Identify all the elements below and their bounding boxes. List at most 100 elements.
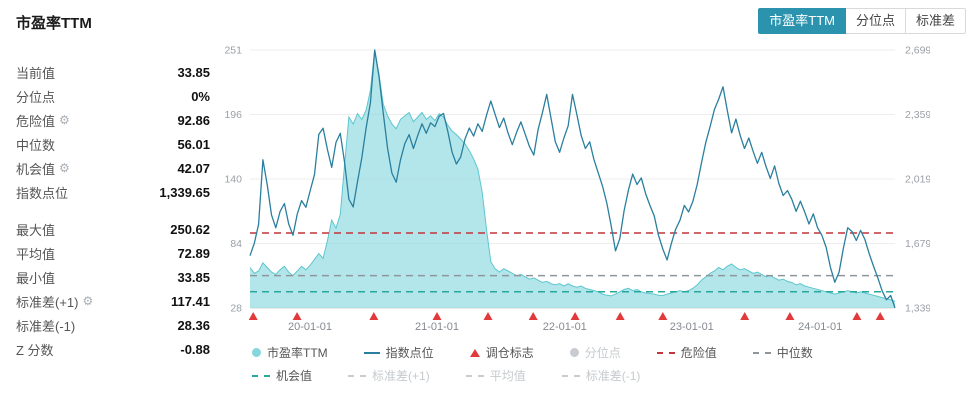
rebalance-marker (570, 312, 580, 320)
tab-pe-ttm[interactable]: 市盈率TTM (758, 8, 846, 34)
left-axis-label: 84 (230, 238, 242, 250)
stat-label: 机会值 (16, 161, 56, 177)
stat-label: 指数点位 (16, 185, 69, 201)
legend-std-plus1[interactable]: 标准差(+1) (348, 367, 430, 384)
tab-percentile[interactable]: 分位点 (844, 8, 906, 34)
stat-label: 中位数 (16, 137, 56, 153)
right-axis-label: 1,679 (905, 238, 930, 250)
stats-primary: 当前值 33.85 分位点 0% 危险值 ⚙ 92.86 中位数 56.01 机会值 ⚙ 42.07 指… (16, 60, 210, 204)
legend-opportunity-value[interactable]: 机会值 (252, 367, 312, 384)
right-axis-label: 2,019 (905, 174, 930, 186)
chart-legend: 市盈率TTM 指数点位 调仓标志 分位点 危险值 中位数机会值 标准差(+1) 平均值 标准差(… (252, 344, 962, 384)
left-axis-label: 140 (224, 174, 242, 186)
stat-label: 标准差(+1) (16, 294, 79, 310)
metric-tabs: 市盈率TTM 分位点 标准差 (758, 8, 966, 34)
gear-icon[interactable]: ⚙ (82, 294, 94, 308)
rebalance-marker (852, 312, 862, 320)
rebalance-marker (875, 312, 885, 320)
legend-label: 机会值 (276, 369, 313, 383)
dashed-line-icon (752, 351, 771, 354)
rebalance-marker (615, 312, 625, 320)
dashed-line-icon (465, 374, 484, 377)
stat-value: 56.01 (177, 136, 210, 152)
dot-icon (569, 348, 579, 357)
legend-label: 标准差(-1) (585, 369, 641, 383)
left-axis-label: 196 (224, 109, 242, 121)
gear-icon[interactable]: ⚙ (59, 113, 70, 127)
stat-value: 92.86 (177, 112, 210, 128)
stat-z-score: Z 分数 -0.88 (16, 337, 210, 361)
legend-median[interactable]: 中位数 (752, 344, 813, 361)
dashed-line-icon (656, 351, 675, 354)
stat-value: 117.41 (170, 293, 210, 309)
legend-percentile[interactable]: 分位点 (569, 344, 621, 361)
page-title: 市盈率TTM (16, 15, 92, 32)
stat-value: 1,339.65 (159, 184, 210, 200)
stat-danger-value: 危险值 ⚙ 92.86 (16, 108, 210, 132)
stats-panel: 当前值 33.85 分位点 0% 危险值 ⚙ 92.86 中位数 56.01 机会值 ⚙ 42.07 指… (16, 60, 210, 361)
stat-current-value: 当前值 33.85 (16, 60, 210, 84)
stat-label: 分位点 (16, 89, 56, 105)
dashed-line-icon (348, 374, 367, 377)
x-axis-label: 23-01-01 (670, 321, 714, 333)
stat-value: 250.62 (170, 221, 210, 237)
legend-mean[interactable]: 平均值 (465, 367, 526, 384)
stat-value: -0.88 (180, 341, 210, 357)
valuation-chart[interactable]: 28 84 140 196 251 1,339 1,679 2,019 2,359 2,699 20… (210, 42, 930, 338)
rebalance-marker (369, 312, 379, 320)
left-axis-label: 28 (230, 303, 242, 315)
stat-value: 0% (191, 88, 210, 104)
stat-label: 危险值 (16, 113, 56, 129)
legend-row: 市盈率TTM 指数点位 调仓标志 分位点 危险值 中位数 (252, 344, 962, 361)
left-axis-label: 251 (224, 45, 242, 57)
legend-label: 平均值 (489, 369, 526, 383)
stat-label: 最大值 (16, 222, 56, 238)
rebalance-marker (740, 312, 750, 320)
x-axis-label: 22-01-01 (543, 321, 587, 333)
stats-secondary: 最大值 250.62 平均值 72.89 最小值 33.85 标准差(+1) ⚙ 117.41 标… (16, 217, 210, 361)
gear-icon[interactable]: ⚙ (59, 161, 70, 175)
rebalance-marker (785, 312, 795, 320)
stat-value: 42.07 (177, 160, 210, 176)
stat-label: 最小值 (16, 270, 56, 286)
stat-std-plus1: 标准差(+1) ⚙ 117.41 (16, 289, 210, 313)
rebalance-marker (432, 312, 442, 320)
stat-opportunity-value: 机会值 ⚙ 42.07 (16, 156, 210, 180)
stat-min-value: 最小值 33.85 (16, 265, 210, 289)
index-line-series (249, 49, 896, 309)
stat-value: 33.85 (177, 269, 210, 285)
legend-std-minus1[interactable]: 标准差(-1) (561, 367, 641, 384)
dashed-line-icon (561, 374, 580, 377)
legend-rebalance-marker[interactable]: 调仓标志 (469, 344, 534, 361)
rebalance-marker (248, 312, 258, 320)
legend-label: 危险值 (680, 346, 717, 360)
stat-mean-value: 平均值 72.89 (16, 241, 210, 265)
x-axis-label: 21-01-01 (415, 321, 459, 333)
stat-percentile: 分位点 0% (16, 84, 210, 108)
line-icon (363, 351, 380, 354)
right-axis-label: 2,359 (905, 109, 930, 121)
legend-label: 标准差(+1) (372, 369, 430, 383)
pe-area-outline (249, 50, 896, 302)
stat-label: 平均值 (16, 246, 56, 262)
x-axis-label: 20-01-01 (288, 321, 332, 333)
legend-pe-ttm[interactable]: 市盈率TTM (252, 344, 328, 361)
right-axis-label: 1,339 (905, 303, 930, 315)
legend-label: 指数点位 (385, 346, 434, 360)
stat-label: 标准差(-1) (16, 318, 76, 334)
rebalance-marker (483, 312, 493, 320)
stat-std-minus1: 标准差(-1) 28.36 (16, 313, 210, 337)
rebalance-marker (658, 312, 668, 320)
legend-label: 市盈率TTM (267, 346, 328, 360)
triangle-icon (469, 348, 480, 357)
stat-label: Z 分数 (16, 342, 54, 358)
tab-std[interactable]: 标准差 (904, 8, 966, 34)
stat-value: 28.36 (177, 317, 210, 333)
legend-index-level[interactable]: 指数点位 (363, 344, 434, 361)
legend-label: 分位点 (584, 346, 621, 360)
legend-danger-value[interactable]: 危险值 (656, 344, 717, 361)
legend-label: 调仓标志 (485, 346, 534, 360)
x-axis-label: 24-01-01 (798, 321, 842, 333)
stat-value: 72.89 (177, 245, 210, 261)
